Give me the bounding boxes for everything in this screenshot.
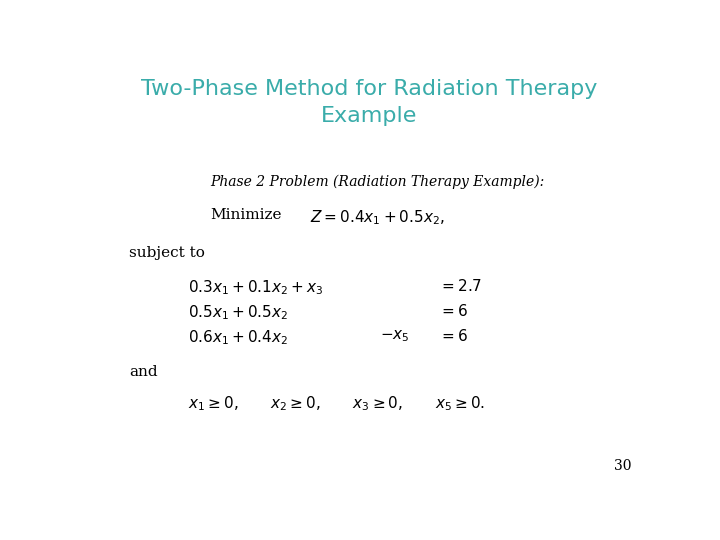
- Text: 30: 30: [613, 459, 631, 473]
- Text: $0.6x_1 + 0.4x_2$: $0.6x_1 + 0.4x_2$: [188, 328, 288, 347]
- Text: subject to: subject to: [129, 246, 205, 260]
- Text: $= 6$: $= 6$: [438, 303, 468, 319]
- Text: $x_1 \geq 0, \qquad x_2 \geq 0, \qquad x_3 \geq 0, \qquad x_5 \geq 0.$: $x_1 \geq 0, \qquad x_2 \geq 0, \qquad x…: [188, 394, 485, 413]
- Text: $- x_5$: $- x_5$: [380, 328, 410, 343]
- Text: $Z = 0.4x_1 + 0.5x_2,$: $Z = 0.4x_1 + 0.5x_2,$: [310, 208, 445, 227]
- Text: Two-Phase Method for Radiation Therapy
Example: Two-Phase Method for Radiation Therapy E…: [141, 79, 597, 126]
- Text: $0.5x_1 + 0.5x_2$: $0.5x_1 + 0.5x_2$: [188, 303, 288, 322]
- Text: Minimize: Minimize: [210, 208, 282, 222]
- Text: Phase 2 Problem (Radiation Therapy Example):: Phase 2 Problem (Radiation Therapy Examp…: [210, 175, 544, 190]
- Text: $= 2.7$: $= 2.7$: [438, 278, 481, 294]
- Text: and: and: [129, 365, 158, 379]
- Text: $= 6$: $= 6$: [438, 328, 468, 344]
- Text: $0.3x_1 + 0.1x_2 + x_3$: $0.3x_1 + 0.1x_2 + x_3$: [188, 278, 323, 297]
